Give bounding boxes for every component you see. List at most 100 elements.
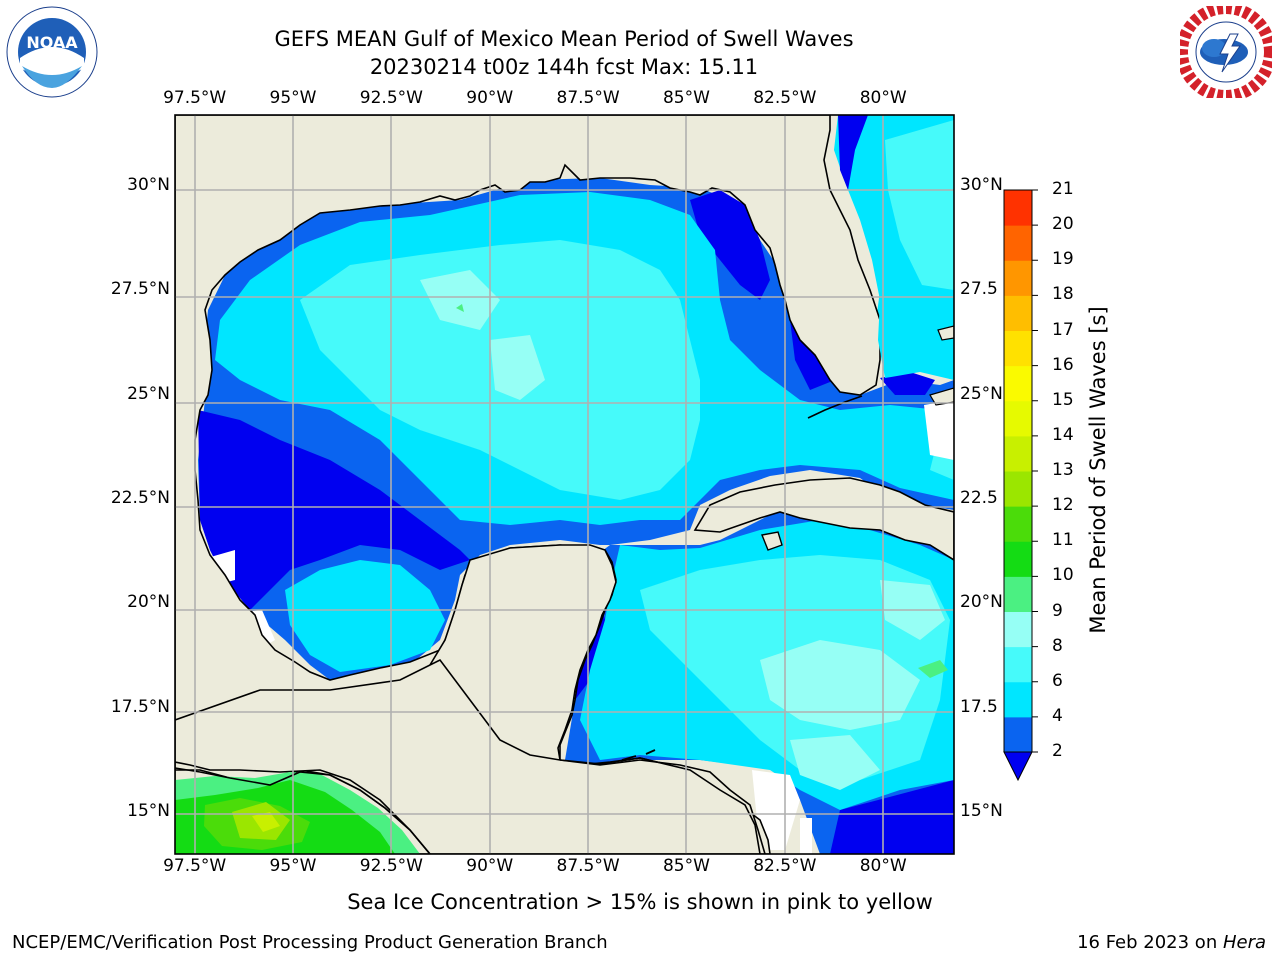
colorbar-tick-label: 16 xyxy=(1052,354,1074,375)
chart-subtitle: 20230214 t00z 144h fcst Max: 15.11 xyxy=(369,55,759,79)
lon-label-bottom: 87.5°W xyxy=(556,856,620,876)
lon-label-top: 92.5°W xyxy=(359,88,423,108)
colorbar-segment xyxy=(1004,190,1032,226)
lat-label-right: 30°N xyxy=(960,174,1003,195)
swell-field-below-2 xyxy=(880,372,935,395)
lon-label-bottom: 97.5°W xyxy=(163,856,227,876)
colorbar xyxy=(1003,189,1038,782)
land-bahamas xyxy=(937,325,954,341)
colorbar-tick-label: 18 xyxy=(1052,284,1074,305)
footer-date: 16 Feb 2023 on Hera xyxy=(1077,932,1266,953)
colorbar-tick-label: 11 xyxy=(1052,530,1074,551)
swell-field-band-8-9 xyxy=(490,335,545,400)
lat-label-left: 17.5°N xyxy=(110,696,170,717)
lon-label-top: 95°W xyxy=(269,88,317,108)
lat-label-right: 20°N xyxy=(960,592,1003,613)
map-frame xyxy=(174,114,955,855)
colorbar-tick-label: 17 xyxy=(1052,319,1074,340)
swell-field-band-4-6 xyxy=(285,560,445,672)
sea-ice-note: Sea Ice Concentration > 15% is shown in … xyxy=(347,890,933,914)
lat-label-left: 30°N xyxy=(127,174,170,195)
lon-label-top: 90°W xyxy=(466,88,514,108)
caribbean-coastline xyxy=(559,757,761,854)
colorbar-segment xyxy=(1004,541,1032,577)
swell-field-band-8-9 xyxy=(790,735,880,790)
colorbar-tick-label: 13 xyxy=(1052,460,1074,480)
lon-label-bottom: 92.5°W xyxy=(359,856,423,876)
land-cuba xyxy=(693,477,954,561)
swell-field-band-8-9 xyxy=(760,640,920,730)
pacific-band-13-14 xyxy=(252,812,280,832)
colorbar-tick-label: 10 xyxy=(1052,565,1074,586)
graticule xyxy=(175,115,954,854)
colorbar-segment xyxy=(1004,435,1032,472)
lat-label-right: 22.5 xyxy=(960,488,998,509)
lon-label-bottom: 85°W xyxy=(662,856,710,876)
lon-label-top: 97.5°W xyxy=(163,88,227,108)
land-bahamas xyxy=(929,387,954,406)
swell-field-below-2 xyxy=(198,410,470,610)
lon-label-top: 85°W xyxy=(662,88,710,108)
colorbar-segment xyxy=(1004,225,1032,261)
colorbar-tick-label: 15 xyxy=(1052,389,1074,410)
swell-field-below-2 xyxy=(830,780,954,854)
colorbar-segment xyxy=(1004,295,1032,331)
swell-field-band-9-10 xyxy=(918,660,948,678)
footer-host: Hera xyxy=(1222,932,1266,953)
atlantic-water-east-florida xyxy=(838,115,868,190)
lat-label-right: 25°N xyxy=(960,383,1003,404)
noaa-logo-text: NOAA xyxy=(26,33,78,52)
lon-label-bottom: 90°W xyxy=(466,856,514,876)
swell-field-band-9-10 xyxy=(456,304,464,312)
colorbar-segment xyxy=(1004,365,1032,402)
colorbar-segment xyxy=(1004,506,1032,542)
colorbar-tick-label: 21 xyxy=(1052,179,1074,199)
colorbar-tick-label: 9 xyxy=(1052,600,1063,621)
colorbar-label: Mean Period of Swell Waves [s] xyxy=(1086,306,1110,634)
colorbar-segment xyxy=(1004,716,1032,753)
lon-label-top: 80°W xyxy=(859,88,907,108)
colorbar-segment xyxy=(1004,260,1032,296)
colorbar-tick-label: 6 xyxy=(1052,670,1063,691)
colorbar-segment xyxy=(1004,400,1032,437)
footer-date-text: 16 Feb 2023 on xyxy=(1077,932,1223,953)
colorbar-tick-label: 14 xyxy=(1052,424,1074,445)
colorbar-tick-label: 20 xyxy=(1052,214,1074,235)
pacific-coastline xyxy=(175,767,431,854)
colorbar-segment xyxy=(1004,646,1032,683)
lat-label-right: 27.5 xyxy=(960,279,998,300)
lat-label-left: 15°N xyxy=(127,801,170,822)
no-data-nearshore xyxy=(924,400,954,460)
colorbar-segment xyxy=(1004,681,1032,718)
swell-field-band-8-9 xyxy=(420,270,500,330)
atlantic-water-east-florida xyxy=(885,120,954,290)
lon-label-bottom: 82.5°W xyxy=(753,856,817,876)
colorbar-tick-label: 4 xyxy=(1052,705,1063,726)
lat-label-right: 15°N xyxy=(960,801,1003,822)
lon-label-bottom: 95°W xyxy=(269,856,317,876)
lat-label-left: 20°N xyxy=(127,592,170,613)
lon-label-top: 82.5°W xyxy=(753,88,817,108)
lat-label-left: 25°N xyxy=(127,383,170,404)
lat-label-right: 17.5 xyxy=(960,696,998,717)
lat-label-left: 27.5°N xyxy=(110,279,170,300)
footer-credit: NCEP/EMC/Verification Post Processing Pr… xyxy=(12,932,608,953)
bay-islands xyxy=(621,749,656,761)
colorbar-tick-label: 12 xyxy=(1052,495,1074,516)
lat-label-left: 22.5°N xyxy=(110,488,170,509)
colorbar-tick-label: 19 xyxy=(1052,249,1074,270)
no-data-nearshore xyxy=(800,818,812,854)
colorbar-tick-label: 2 xyxy=(1052,741,1063,761)
nws-logo-icon xyxy=(1176,2,1276,102)
noaa-logo-icon: NOAA xyxy=(6,6,98,98)
florida-keys xyxy=(807,395,863,419)
colorbar-segment xyxy=(1004,471,1032,507)
lon-label-top: 87.5°W xyxy=(556,88,620,108)
chart-title: GEFS MEAN Gulf of Mexico Mean Period of … xyxy=(274,27,854,51)
colorbar-tick-label: 8 xyxy=(1052,635,1063,656)
colorbar-segment xyxy=(1004,330,1032,367)
lon-label-bottom: 80°W xyxy=(859,856,907,876)
colorbar-extend-min xyxy=(1003,751,1033,782)
land-central-america xyxy=(175,658,766,854)
